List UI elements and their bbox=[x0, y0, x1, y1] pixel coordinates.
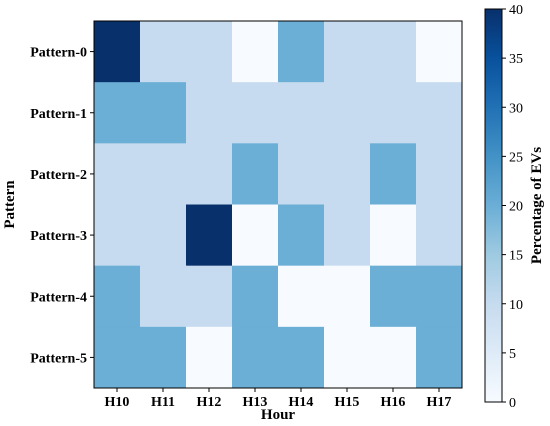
heatmap-cell bbox=[370, 143, 417, 205]
heatmap-cell bbox=[232, 82, 279, 144]
heatmap-cell bbox=[324, 82, 371, 144]
y-tick-label: Pattern-5 bbox=[30, 351, 87, 366]
x-tick-label: H11 bbox=[151, 395, 175, 410]
heatmap-cell bbox=[416, 265, 463, 328]
y-tick-label: Pattern-0 bbox=[30, 46, 87, 61]
heatmap-cell bbox=[232, 204, 279, 267]
colorbar-tick-label: 25 bbox=[509, 150, 523, 165]
y-axis-ticks: Pattern-0 Pattern-1 Pattern-2 Pattern-3 Patt… bbox=[30, 46, 94, 366]
x-tick-label: H13 bbox=[243, 395, 268, 410]
heatmap-cell bbox=[94, 204, 141, 267]
colorbar-tick-label: 35 bbox=[509, 52, 523, 67]
heatmap-cell bbox=[278, 21, 325, 83]
heatmap-cell bbox=[416, 326, 463, 389]
heatmap-cell bbox=[186, 326, 233, 389]
heatmap-cell bbox=[370, 204, 417, 267]
heatmap-cell bbox=[416, 204, 463, 267]
heatmap-cell bbox=[278, 82, 325, 144]
y-tick-label: Pattern-2 bbox=[30, 168, 87, 183]
x-tick-label: H15 bbox=[335, 395, 360, 410]
y-tick-label: Pattern-4 bbox=[30, 290, 87, 305]
plot-frame bbox=[93, 20, 463, 389]
heatmap-cell bbox=[370, 326, 417, 389]
heatmap-cell bbox=[186, 265, 233, 328]
heatmap-cell bbox=[416, 143, 463, 205]
heatmap-cell bbox=[186, 21, 233, 83]
heatmap-cell bbox=[94, 21, 141, 83]
colorbar-label: Percentage of EVs bbox=[529, 147, 545, 264]
heatmap-cell bbox=[324, 143, 371, 205]
colorbar bbox=[484, 8, 503, 403]
heatmap-cell bbox=[232, 326, 279, 389]
x-axis-label: Hour bbox=[261, 407, 296, 423]
heatmap-cell bbox=[324, 21, 371, 83]
heatmap-cell bbox=[324, 204, 371, 267]
colorbar-tick-label: 0 bbox=[509, 396, 516, 411]
x-tick-label: H16 bbox=[381, 395, 406, 410]
heatmap-cell bbox=[278, 143, 325, 205]
heatmap-cell bbox=[140, 326, 187, 389]
heatmap-cell bbox=[278, 265, 325, 328]
colorbar-tick-label: 40 bbox=[509, 3, 523, 18]
heatmap-cell bbox=[94, 326, 141, 389]
colorbar-tick-label: 20 bbox=[509, 200, 523, 215]
heatmap-cell bbox=[140, 265, 187, 328]
x-tick-label: H12 bbox=[197, 395, 222, 410]
x-tick-label: H10 bbox=[105, 395, 130, 410]
heatmap-cell bbox=[324, 265, 371, 328]
heatmap-cells bbox=[94, 21, 463, 389]
heatmap-cell bbox=[370, 21, 417, 83]
heatmap-cell bbox=[140, 82, 187, 144]
heatmap-cell bbox=[416, 21, 463, 83]
y-tick-label: Pattern-1 bbox=[30, 107, 87, 122]
x-axis-ticks: H10 H11 H12 H13 H14 H15 H16 H17 bbox=[105, 388, 452, 410]
heatmap-cell bbox=[186, 204, 233, 267]
y-axis-label: Pattern bbox=[2, 180, 18, 229]
heatmap-cell bbox=[370, 265, 417, 328]
heatmap-cell bbox=[232, 143, 279, 205]
heatmap-cell bbox=[140, 204, 187, 267]
colorbar-tick-label: 15 bbox=[509, 249, 523, 264]
heatmap-cell bbox=[278, 204, 325, 267]
x-tick-label: H14 bbox=[289, 395, 314, 410]
heatmap-cell bbox=[94, 143, 141, 205]
heatmap-cell bbox=[324, 326, 371, 389]
heatmap-cell bbox=[94, 82, 141, 144]
heatmap-cell bbox=[186, 82, 233, 144]
x-tick-label: H17 bbox=[427, 395, 452, 410]
heatmap-cell bbox=[278, 326, 325, 389]
colorbar-tick-label: 10 bbox=[509, 298, 523, 313]
colorbar-tick-label: 30 bbox=[509, 101, 523, 116]
heatmap-cell bbox=[140, 21, 187, 83]
heatmap-cell bbox=[232, 21, 279, 83]
heatmap-cell bbox=[416, 82, 463, 144]
heatmap-cell bbox=[94, 265, 141, 328]
heatmap-cell bbox=[140, 143, 187, 205]
colorbar-tick-label: 5 bbox=[509, 347, 516, 362]
heatmap-cell bbox=[186, 143, 233, 205]
heatmap-cell bbox=[232, 265, 279, 328]
y-tick-label: Pattern-3 bbox=[30, 229, 87, 244]
heatmap-cell bbox=[370, 82, 417, 144]
colorbar-ticks: 0 5 10 15 20 25 30 35 40 bbox=[502, 3, 523, 411]
